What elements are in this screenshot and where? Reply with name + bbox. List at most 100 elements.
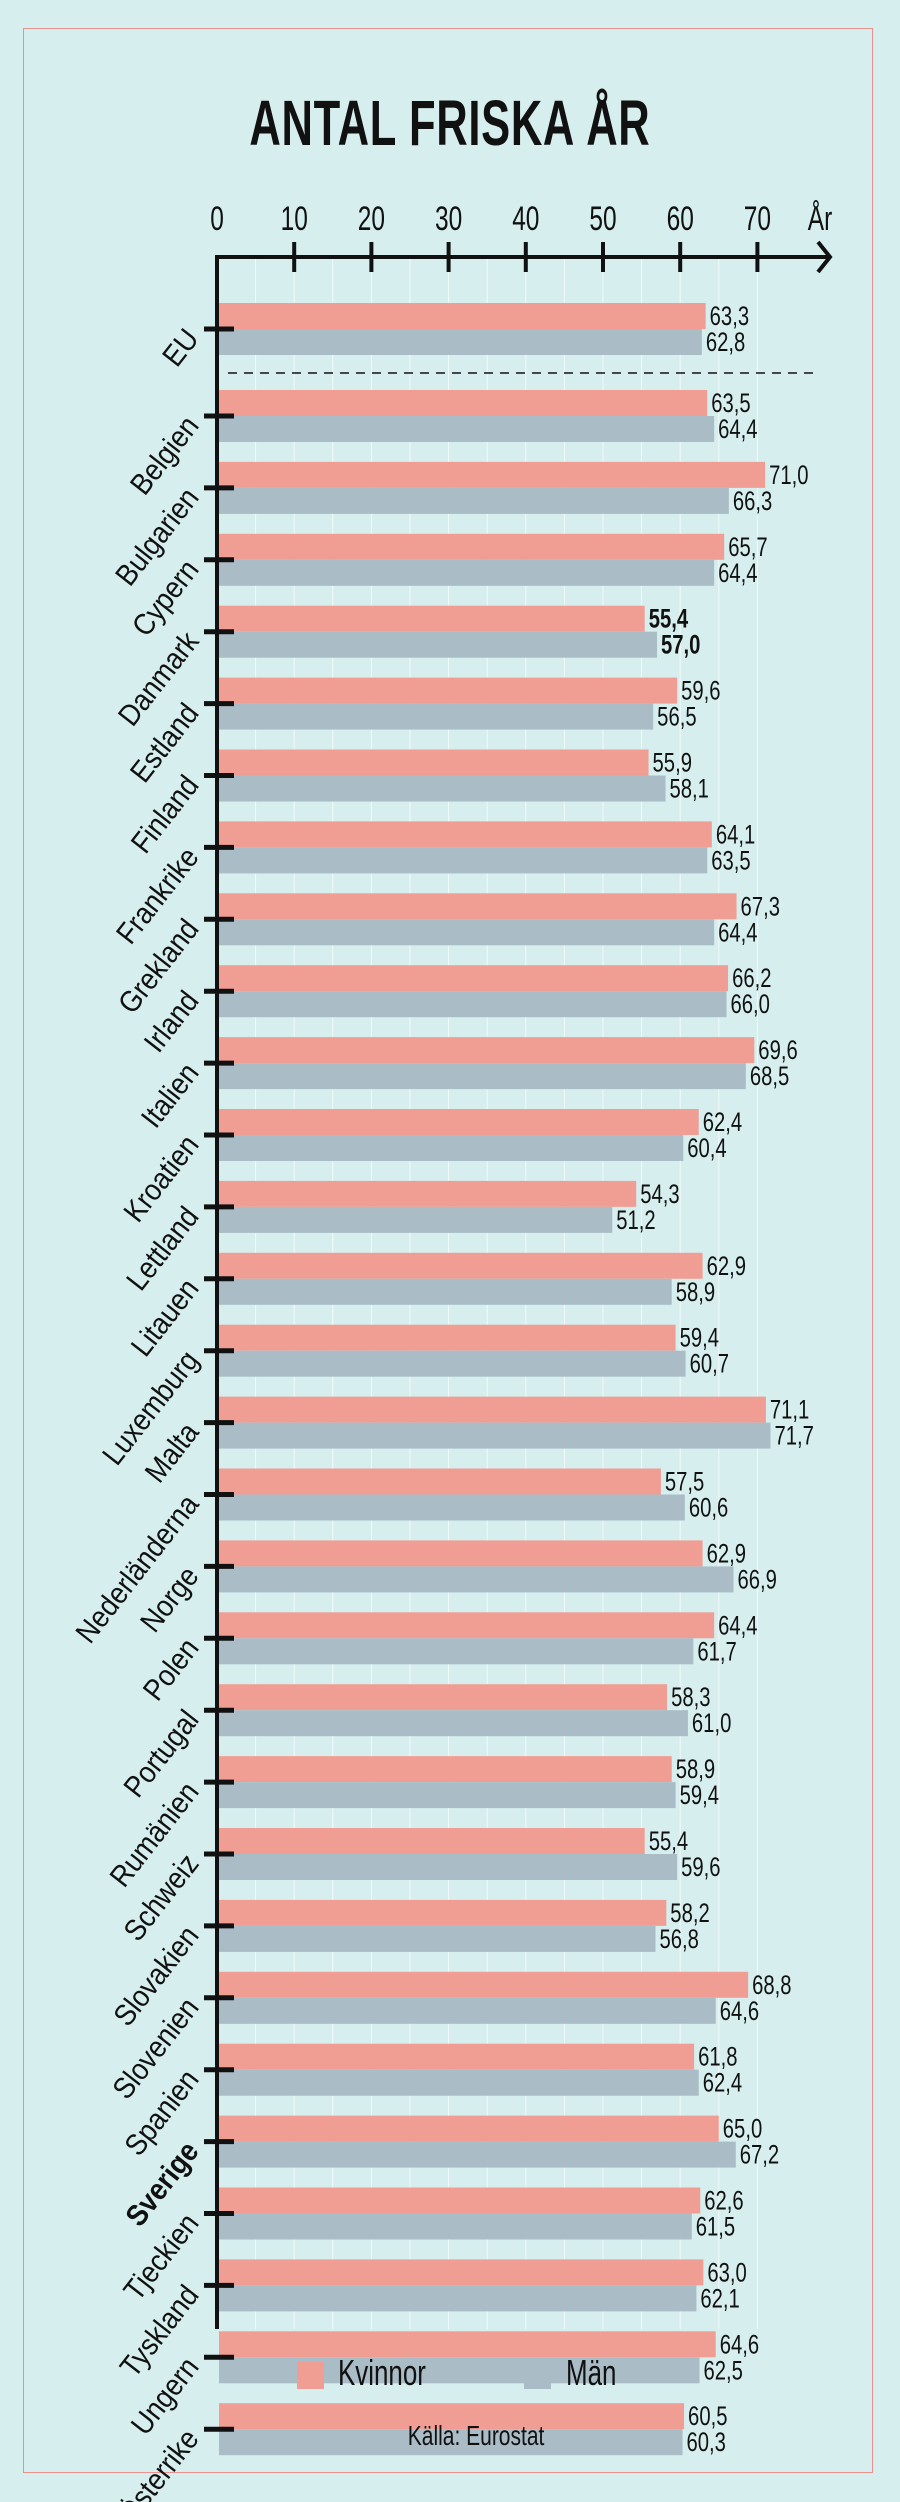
x-axis-label: År <box>808 200 833 238</box>
bar-man <box>219 775 666 802</box>
value-label: 57,5 <box>665 1467 704 1498</box>
bar-man <box>219 1854 678 1880</box>
value-label-group: 61,5 <box>696 2212 735 2243</box>
value-label-group: 64,6 <box>720 1996 759 2027</box>
bar-kvinnor <box>219 1612 715 1639</box>
value-label: 59,6 <box>681 676 720 707</box>
value-label: 66,0 <box>731 989 770 1020</box>
value-label-group: 71,1 <box>770 1395 809 1426</box>
bar-kvinnor <box>219 1180 637 1207</box>
x-tick-label: 20 <box>358 200 385 238</box>
value-label: 60,4 <box>687 1133 726 1164</box>
bar-kvinnor <box>219 1109 699 1135</box>
x-tick-label: 40 <box>512 200 539 238</box>
value-label: 62,8 <box>706 327 745 358</box>
legend-label-kvinnor: Kvinnor <box>338 2352 426 2393</box>
value-label: 58,9 <box>676 1754 715 1785</box>
value-label: 63,5 <box>711 846 750 877</box>
value-label: 64,1 <box>716 820 755 851</box>
value-label: 64,4 <box>718 414 757 445</box>
bar-kvinnor <box>219 1037 755 1064</box>
bar-man <box>219 416 715 442</box>
value-label-group: 62,6 <box>704 2186 743 2217</box>
value-label-group: 56,8 <box>659 1924 698 1955</box>
value-label: 64,6 <box>720 1996 759 2027</box>
value-label: 62,6 <box>704 2186 743 2217</box>
value-label-group: 67,3 <box>741 892 780 923</box>
value-label: 68,8 <box>752 1970 791 2001</box>
value-label-group: 61,0 <box>692 1708 731 1739</box>
value-label: 58,3 <box>671 1682 710 1713</box>
bar-kvinnor <box>219 2115 719 2142</box>
value-label: 58,1 <box>670 774 709 805</box>
value-label: 66,3 <box>733 486 772 517</box>
value-label-group: 62,9 <box>707 1251 746 1282</box>
value-label-group: 62,9 <box>707 1539 746 1570</box>
value-label: 51,2 <box>616 1205 655 1236</box>
bar-man <box>219 1135 684 1161</box>
legend-label-man: Män <box>566 2352 617 2393</box>
value-label: 54,3 <box>640 1179 679 1210</box>
value-label: 66,2 <box>732 963 771 994</box>
value-label-group: 71,7 <box>775 1421 814 1452</box>
bar-kvinnor <box>219 1252 703 1279</box>
value-label-group: 55,9 <box>653 748 692 779</box>
category-label-group: Belgien <box>124 410 206 502</box>
bar-man <box>219 847 708 874</box>
bar-kvinnor <box>219 303 706 329</box>
chart-title: ANTAL FRISKA ÅR <box>0 86 900 160</box>
bar-kvinnor <box>219 965 729 992</box>
value-label-group: 57,5 <box>665 1467 704 1498</box>
value-label-group: 60,7 <box>690 1349 729 1380</box>
bar-man <box>219 2069 699 2096</box>
x-tick-label: 10 <box>281 200 308 238</box>
value-label-group: 66,2 <box>732 963 771 994</box>
value-label: 64,4 <box>718 918 757 949</box>
value-label-group: 64,4 <box>718 1611 757 1642</box>
value-label-group: 56,5 <box>657 702 696 733</box>
value-label-group: 63,0 <box>707 2258 746 2289</box>
value-label: 67,2 <box>740 2140 779 2171</box>
bar-man <box>219 2213 692 2240</box>
category-label-group: Polen <box>137 1632 206 1707</box>
value-label-group: 69,6 <box>758 1035 797 1066</box>
value-label: 55,4 <box>649 1826 688 1857</box>
value-label: 67,3 <box>741 892 780 923</box>
bar-man <box>219 1063 746 1090</box>
value-label: 64,6 <box>720 2330 759 2361</box>
bar-man <box>219 2141 736 2168</box>
bar-kvinnor <box>219 1324 676 1351</box>
value-label-group: 62,4 <box>703 2068 742 2099</box>
bar-kvinnor <box>219 1468 661 1495</box>
value-label-group: 59,4 <box>680 1323 719 1354</box>
bar-kvinnor <box>219 1899 667 1926</box>
value-label: 62,4 <box>703 2068 742 2099</box>
chart-title-text: ANTAL FRISKA ÅR <box>249 87 651 159</box>
x-tick-label-group: 30 <box>435 200 462 238</box>
value-label: 65,0 <box>723 2114 762 2145</box>
bar-man <box>219 1494 685 1521</box>
x-tick-label-group: 10 <box>281 200 308 238</box>
value-label-group: 65,0 <box>723 2114 762 2145</box>
x-tick-label: 50 <box>589 200 616 238</box>
x-tick-label-group: 60 <box>667 200 694 238</box>
value-label: 63,3 <box>710 301 749 332</box>
value-label: 61,8 <box>698 2042 737 2073</box>
value-label: 64,4 <box>718 558 757 589</box>
value-label-group: 57,0 <box>661 630 700 661</box>
value-label-group: 60,6 <box>689 1493 728 1524</box>
value-label-group: 60,5 <box>688 2401 727 2432</box>
bar-kvinnor <box>219 2187 701 2214</box>
legend-swatch-man <box>524 2362 551 2389</box>
category-label: Italien <box>135 1057 206 1134</box>
value-label-group: 58,3 <box>671 1682 710 1713</box>
value-label-group: 68,8 <box>752 1970 791 2001</box>
value-label: 71,1 <box>770 1395 809 1426</box>
value-label: 62,9 <box>707 1539 746 1570</box>
value-label: 60,3 <box>687 2427 726 2458</box>
legend-swatch-kvinnor <box>297 2362 324 2389</box>
x-tick-label: 30 <box>435 200 462 238</box>
value-label-group: 62,5 <box>704 2356 743 2387</box>
value-label: 55,9 <box>653 748 692 779</box>
